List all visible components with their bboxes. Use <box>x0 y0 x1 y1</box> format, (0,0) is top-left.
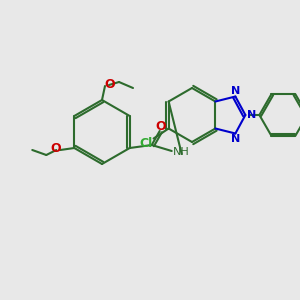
Text: N: N <box>231 85 240 95</box>
Text: O: O <box>50 142 61 154</box>
Text: O: O <box>155 121 166 134</box>
Text: Cl: Cl <box>139 137 152 150</box>
Text: N: N <box>247 110 256 120</box>
Text: O: O <box>105 79 115 92</box>
Text: NH: NH <box>173 147 190 157</box>
Text: N: N <box>231 134 240 145</box>
